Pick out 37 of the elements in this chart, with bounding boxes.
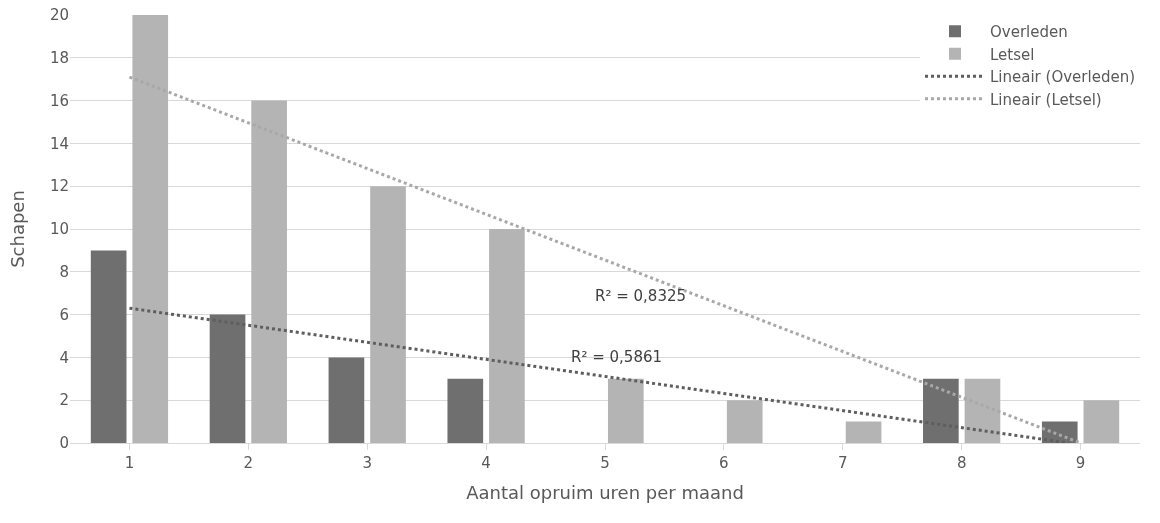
- x-tick-label: 2: [243, 454, 254, 472]
- bar: [726, 400, 763, 443]
- y-tick-label: 10: [49, 220, 69, 239]
- bar: [1083, 400, 1120, 443]
- y-tick-label: 8: [59, 263, 69, 282]
- y-tick-label: 14: [49, 134, 69, 153]
- bar: [607, 378, 644, 443]
- legend-label: Lineair (Letsel): [990, 90, 1102, 109]
- y-tick-label: 0: [59, 434, 69, 453]
- legend-label: Letsel: [990, 45, 1035, 64]
- x-tick-label: 5: [600, 454, 610, 472]
- x-tick-label: 7: [838, 454, 848, 472]
- y-tick-label: 18: [49, 49, 69, 68]
- x-tick-label: 9: [1075, 454, 1086, 472]
- bar: [447, 378, 484, 443]
- annotation: R² = 0,5861: [571, 348, 663, 366]
- y-tick-label: 6: [59, 305, 69, 324]
- y-tick-label: 20: [49, 6, 69, 25]
- bar: [845, 421, 882, 443]
- x-tick-label: 6: [719, 454, 729, 472]
- annotation: R² = 0,8325: [595, 287, 687, 305]
- x-tick-label: 1: [124, 454, 135, 472]
- y-tick-label: 2: [59, 391, 69, 410]
- legend-label: Overleden: [990, 23, 1068, 42]
- bar: [209, 314, 246, 443]
- y-tick-label: 16: [49, 91, 69, 110]
- x-axis-title: Aantal opruim uren per maand: [466, 482, 744, 504]
- legend-label: Lineair (Overleden): [990, 68, 1135, 87]
- bar: [328, 357, 365, 443]
- x-tick-label: 8: [956, 454, 967, 472]
- bar: [923, 378, 959, 443]
- y-tick-label: 12: [49, 177, 69, 196]
- x-tick-label: 4: [481, 454, 491, 472]
- y-tick-label: 4: [59, 348, 69, 367]
- x-tick-label: 3: [362, 454, 372, 472]
- y-axis-title: Schapen: [7, 190, 28, 268]
- bar: [90, 250, 127, 443]
